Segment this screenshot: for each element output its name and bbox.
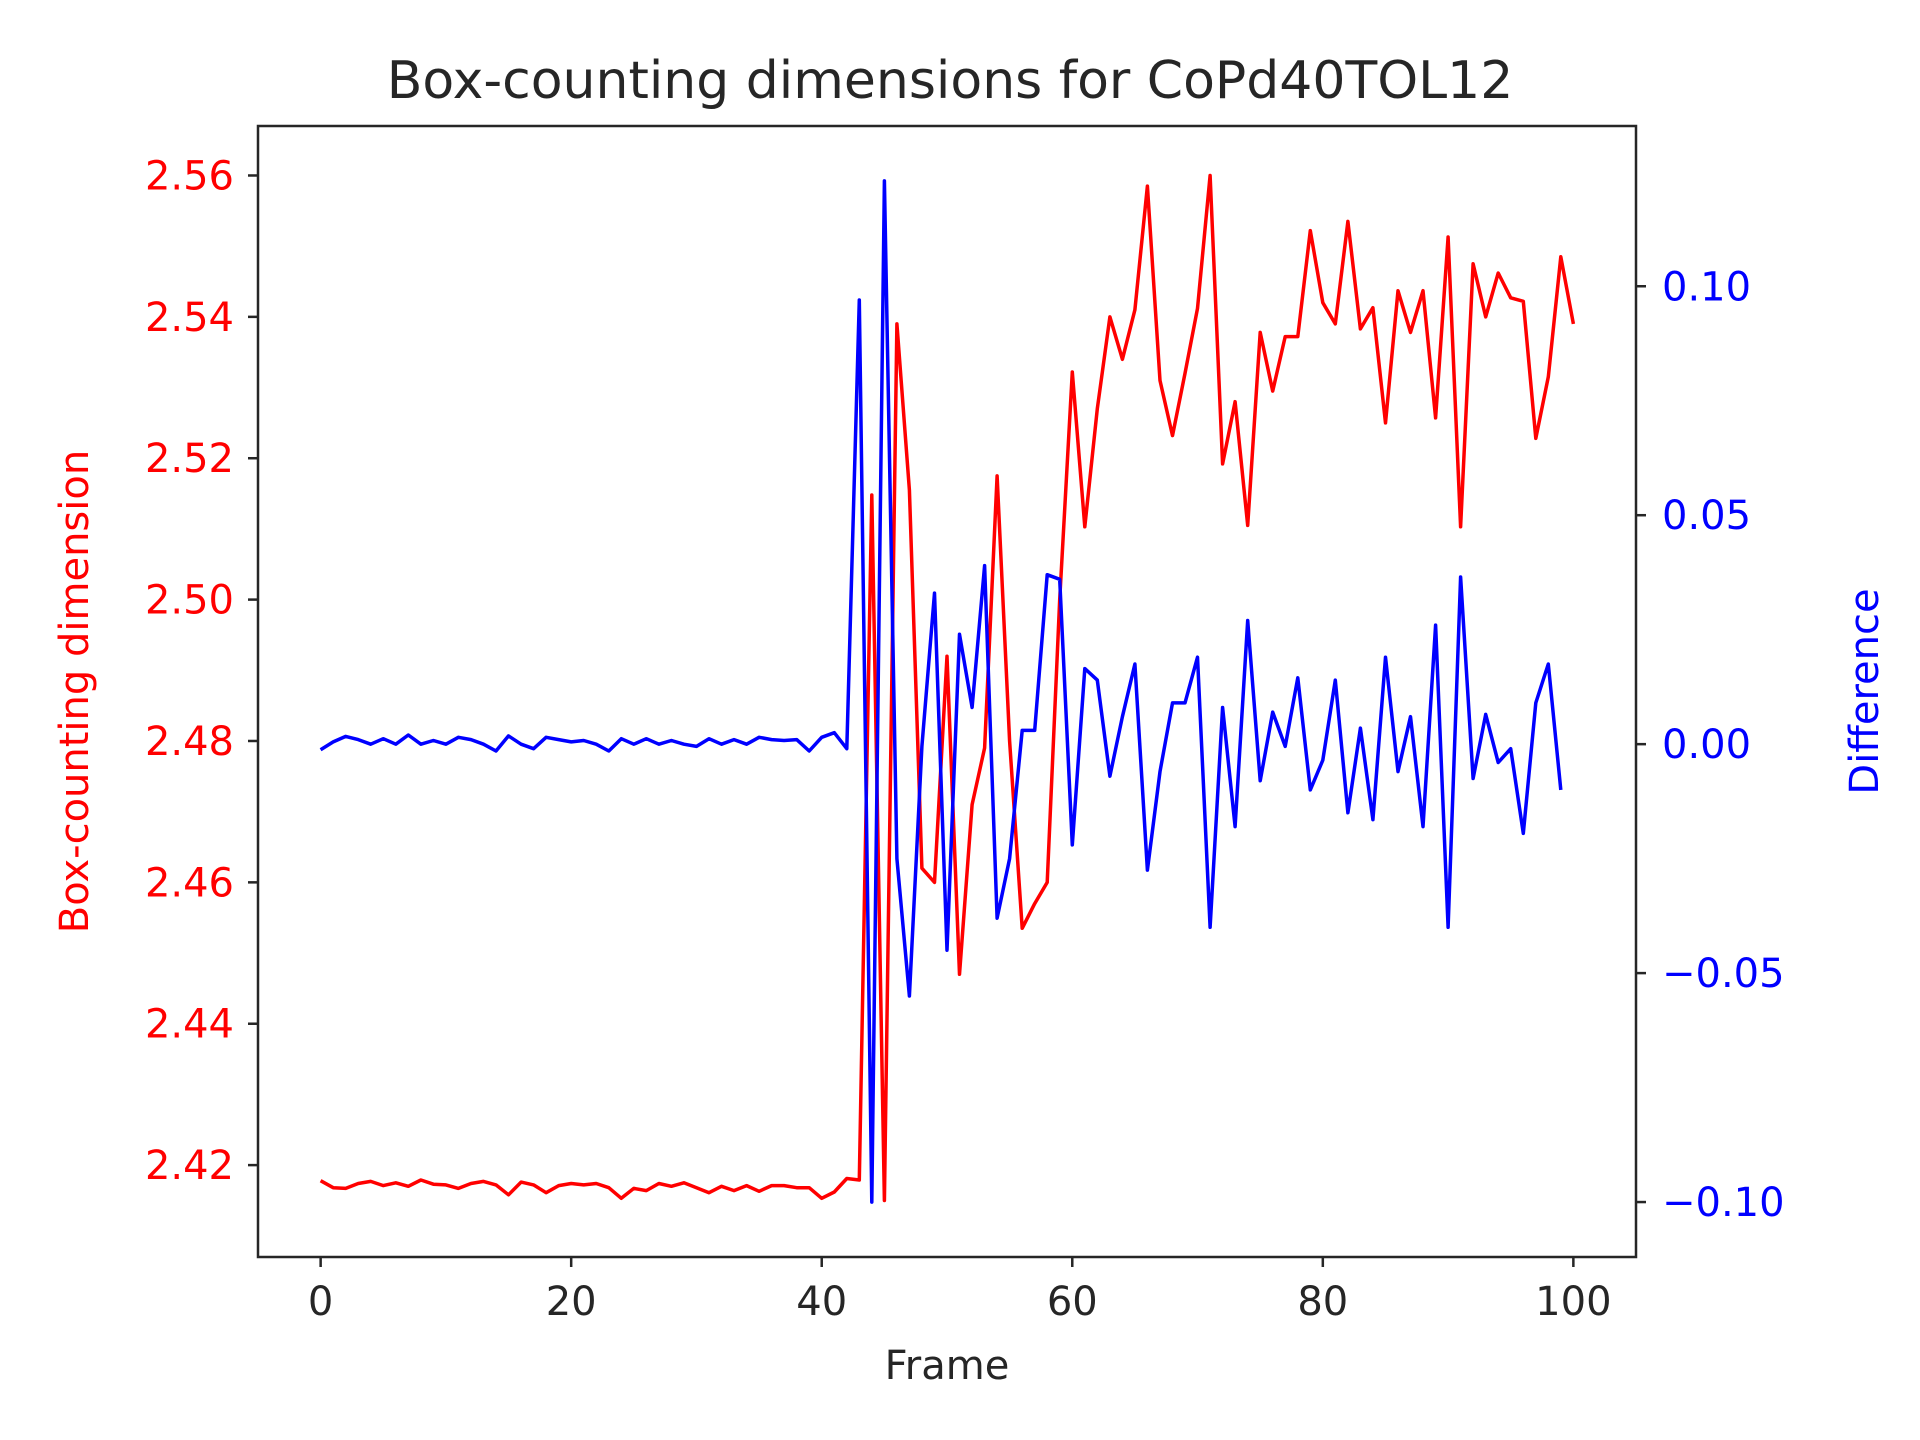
x-axis-label: Frame: [885, 1343, 1010, 1389]
x-tick-label: 0: [308, 1279, 333, 1325]
y-right-tick-label: 0.05: [1662, 493, 1751, 539]
y-left-tick-label: 2.56: [145, 153, 234, 199]
y-left-tick-label: 2.50: [145, 578, 234, 624]
series-layer: [319, 173, 1576, 1204]
y-right-tick-label: 0.10: [1662, 264, 1751, 310]
chart-title: Box-counting dimensions for CoPd40TOL12: [387, 51, 1514, 111]
y-right-tick-label: −0.10: [1662, 1180, 1785, 1226]
y-left-tick-label: 2.46: [145, 860, 234, 906]
y-left-tick-label: 2.44: [145, 1002, 234, 1048]
y-axis-label-left: Box-counting dimension: [52, 450, 98, 933]
plot-frame: [256, 124, 1638, 1259]
y-left-tick-label: 2.52: [145, 436, 234, 482]
x-tick-label: 40: [796, 1279, 847, 1325]
y-left-tick-label: 2.48: [145, 719, 234, 765]
x-tick-label: 80: [1297, 1279, 1348, 1325]
x-tick-label: 100: [1535, 1279, 1611, 1325]
series-line-left: [319, 173, 1576, 1203]
y-right-tick-label: 0.00: [1662, 722, 1751, 768]
y-right-tick-label: −0.05: [1662, 951, 1785, 997]
y-left-tick-label: 2.42: [145, 1143, 234, 1189]
series-line-right: [319, 179, 1563, 1204]
x-tick-label: 60: [1047, 1279, 1098, 1325]
x-tick-label: 20: [546, 1279, 597, 1325]
y-left-tick-label: 2.54: [145, 295, 234, 341]
ticks-layer: 0 20 40 60 80 100 2.42 2.44 2.46 2.48 2.50 2.52 2.54…: [145, 153, 1785, 1325]
y-axis-label-right: Difference: [1842, 588, 1888, 794]
